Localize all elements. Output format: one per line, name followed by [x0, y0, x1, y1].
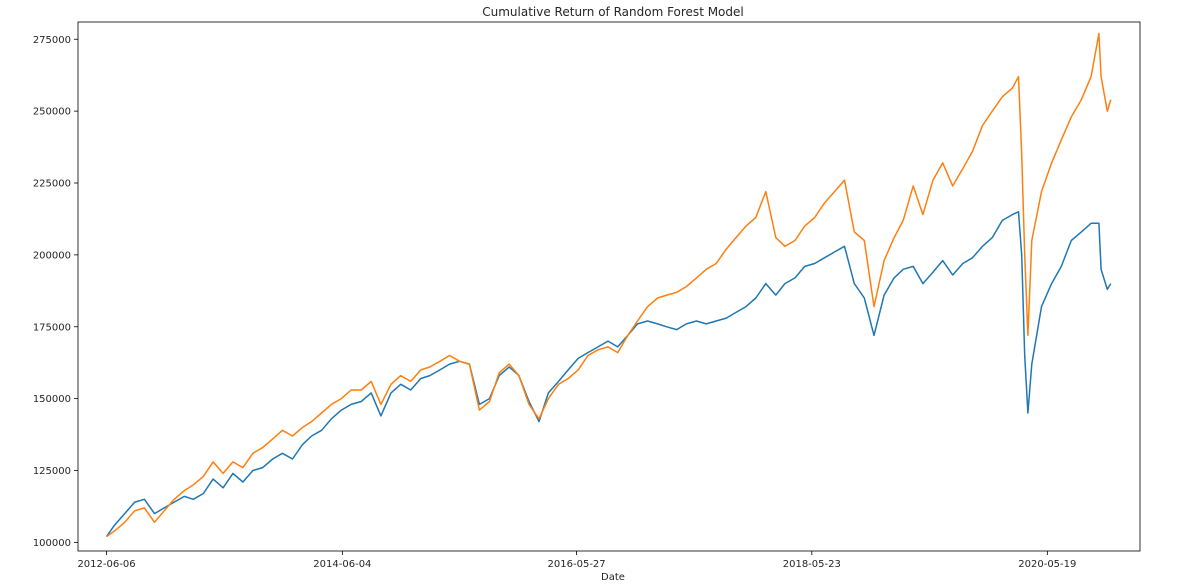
y-tick-label: 275000: [33, 35, 71, 46]
plot-frame: [77, 21, 1141, 552]
y-tick-label: 250000: [33, 107, 71, 118]
y-tick-label: 100000: [33, 538, 71, 549]
chart-title: Cumulative Return of Random Forest Model: [482, 5, 744, 19]
y-tick-label: 125000: [33, 466, 71, 477]
y-axis: 100000 125000 150000 175000 200000 225000 2500…: [33, 35, 78, 549]
x-axis-label: Date: [601, 572, 625, 583]
x-tick-label: 2016-05-27: [548, 559, 606, 570]
plot-lines: [105, 32, 1112, 538]
y-tick-label: 175000: [33, 322, 71, 333]
series-line-2: [106, 32, 1112, 538]
y-tick-label: 225000: [33, 179, 71, 190]
x-tick-label: 2014-06-04: [313, 559, 371, 570]
x-tick-label: 2012-06-06: [77, 559, 135, 570]
series-line-1: [105, 211, 1112, 538]
x-tick-label: 2018-05-23: [783, 559, 841, 570]
x-tick-label: 2020-05-19: [1018, 559, 1076, 570]
y-tick-label: 200000: [33, 250, 71, 261]
x-axis: 2012-06-06 2014-06-04 2016-05-27 2018-05-23…: [77, 551, 1076, 570]
y-tick-label: 150000: [33, 394, 71, 405]
